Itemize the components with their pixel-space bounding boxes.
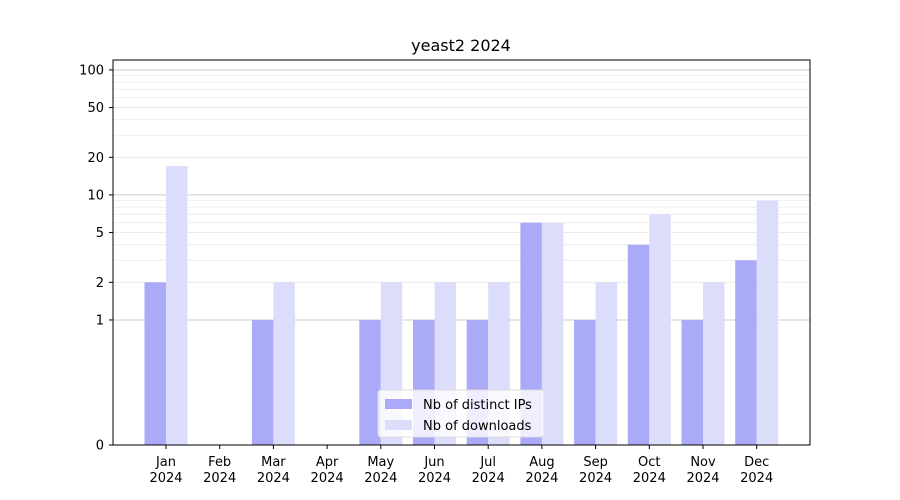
chart-title: yeast2 2024	[411, 36, 511, 55]
x-tick-label-month: Aug	[529, 455, 554, 470]
x-tick-label-month: Jun	[423, 455, 444, 470]
bar-distinct-ips-sep	[574, 319, 596, 445]
legend-swatch	[385, 399, 412, 409]
bar-distinct-ips-oct	[627, 244, 650, 445]
x-tick-label-year: 2024	[472, 471, 505, 486]
bars	[144, 166, 779, 445]
bar-downloads-mar	[273, 282, 295, 445]
bar-distinct-ips-aug	[520, 222, 542, 445]
axis-ticks: 0125102050100Jan2024Feb2024Mar2024Apr202…	[79, 63, 773, 486]
bar-downloads-oct	[649, 214, 671, 445]
x-tick-label-month: Mar	[261, 455, 286, 470]
x-tick-label-year: 2024	[740, 471, 773, 486]
legend: Nb of distinct IPs Nb of downloads	[377, 389, 545, 438]
bar-distinct-ips-dec	[735, 260, 757, 445]
x-tick-label-year: 2024	[525, 471, 558, 486]
legend-box	[377, 389, 545, 438]
x-tick-label-month: Feb	[208, 455, 231, 470]
bar-downloads-nov	[703, 282, 725, 445]
bar-distinct-ips-nov	[681, 319, 703, 445]
legend-label: Nb of distinct IPs	[423, 398, 532, 413]
y-tick-label: 5	[96, 226, 104, 241]
x-tick-label-year: 2024	[579, 471, 612, 486]
x-tick-label-year: 2024	[686, 471, 719, 486]
x-tick-label-year: 2024	[633, 471, 666, 486]
y-tick-label: 50	[87, 101, 104, 116]
grid-lines	[113, 69, 810, 321]
y-tick-label: 100	[79, 63, 104, 78]
legend-label: Nb of downloads	[423, 419, 532, 434]
bar-downloads-aug	[541, 222, 564, 445]
y-tick-label: 2	[96, 276, 104, 291]
x-tick-label-month: May	[367, 455, 394, 470]
x-tick-label-year: 2024	[311, 471, 344, 486]
x-tick-label-year: 2024	[257, 471, 290, 486]
x-tick-label-year: 2024	[149, 471, 182, 486]
x-tick-label-year: 2024	[418, 471, 451, 486]
x-tick-label-month: Jan	[155, 455, 176, 470]
bar-downloads-dec	[756, 200, 779, 445]
y-tick-label: 0	[96, 439, 104, 454]
x-tick-label-month: Apr	[316, 455, 339, 470]
y-tick-label: 10	[87, 188, 104, 203]
x-tick-label-month: Dec	[744, 455, 769, 470]
bar-distinct-ips-jan	[144, 282, 166, 445]
bar-downloads-jan	[166, 166, 188, 445]
y-tick-label: 1	[96, 313, 104, 328]
bar-distinct-ips-may	[359, 319, 381, 445]
x-tick-label-month: Sep	[583, 455, 608, 470]
x-tick-label-month: Jul	[479, 455, 496, 470]
y-tick-label: 20	[87, 151, 104, 166]
bar-distinct-ips-mar	[251, 319, 274, 445]
x-tick-label-year: 2024	[364, 471, 397, 486]
plot-frame	[112, 59, 811, 446]
legend-swatch	[385, 420, 412, 430]
bar-downloads-sep	[595, 282, 618, 445]
x-tick-label-month: Nov	[690, 455, 716, 470]
x-tick-label-year: 2024	[203, 471, 236, 486]
x-tick-label-month: Oct	[638, 455, 660, 470]
